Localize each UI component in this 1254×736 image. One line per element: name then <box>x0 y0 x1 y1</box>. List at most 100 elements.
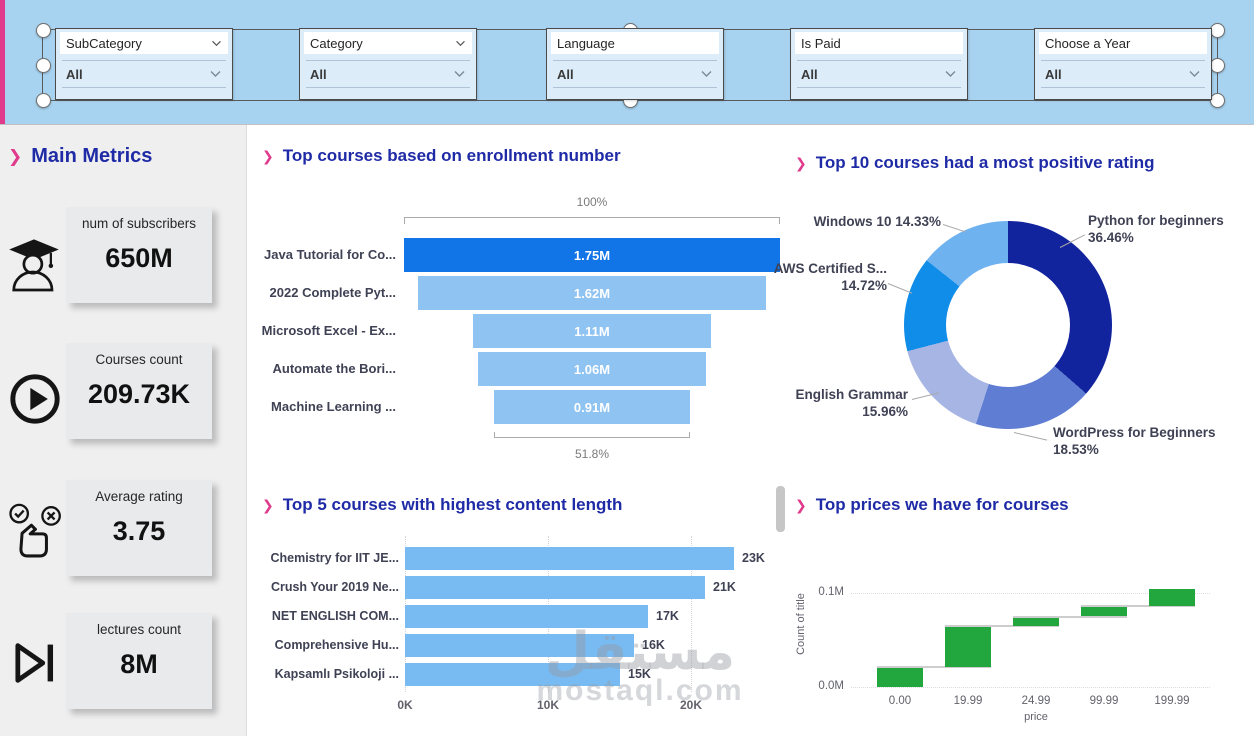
funnel-category-label: Java Tutorial for Co... <box>264 247 396 262</box>
slicer-header-dropdown[interactable]: Language <box>551 32 719 54</box>
metric-value: 8M <box>120 648 158 679</box>
slicer-selected-value: All <box>310 66 327 82</box>
donut-label-line: English Grammar <box>795 387 908 402</box>
waterfall-connector <box>877 666 991 668</box>
metric-value: 3.75 <box>112 515 166 546</box>
title-chevron-icon: ❯ <box>795 154 807 171</box>
bar-category-label: Chemistry for IIT JE... <box>270 551 399 565</box>
x-tick-label: 10K <box>536 698 560 712</box>
bar-value-label: 21K <box>713 580 736 594</box>
donut-slice-label: Windows 10 14.33% <box>771 213 941 230</box>
chevron-down-icon <box>701 71 712 77</box>
metric-label: Average rating <box>95 489 183 504</box>
prices-chart-title: ❯ Top prices we have for courses <box>795 495 1069 514</box>
waterfall-bar[interactable] <box>1081 606 1127 616</box>
waterfall-connector <box>1013 616 1127 618</box>
donut-chart[interactable] <box>904 221 1112 429</box>
slicer-choose-a-year: Choose a Year All <box>1034 28 1212 100</box>
slicer-field-label: Language <box>557 35 615 51</box>
bar[interactable] <box>405 663 620 686</box>
slicer-field-label: Choose a Year <box>1045 35 1131 51</box>
bar-value-label: 16K <box>642 638 665 652</box>
title-chevron-icon: ❯ <box>262 496 274 513</box>
bar[interactable] <box>405 634 634 657</box>
metric-value: 650M <box>105 242 173 273</box>
slicer-selected-value: All <box>1045 66 1062 82</box>
slicer-value-dropdown[interactable]: All <box>306 60 470 88</box>
waterfall-connector <box>945 625 1059 627</box>
metric-card: Courses count 209.73K <box>66 343 212 439</box>
funnel-end-percent: 51.8% <box>574 447 610 461</box>
funnel-bar[interactable]: 1.11M <box>473 314 711 348</box>
donut-label-line: 36.46% <box>1088 230 1134 245</box>
metric-label: num of subscribers <box>81 216 197 231</box>
selection-handle[interactable] <box>35 22 51 38</box>
y-tick-label: 0.0M <box>818 680 844 692</box>
selection-handle[interactable] <box>1209 92 1225 108</box>
bar[interactable] <box>405 605 648 628</box>
slicer-value-dropdown[interactable]: All <box>1041 60 1205 88</box>
waterfall-bar[interactable] <box>1149 589 1195 606</box>
slicer-value-dropdown[interactable]: All <box>62 60 226 88</box>
donut-slice-label: Python for beginners 36.46% <box>1088 212 1254 246</box>
y-tick-label: 0.1M <box>818 586 844 598</box>
donut-slice-label: English Grammar 15.96% <box>768 386 908 420</box>
chevron-down-icon <box>454 71 465 77</box>
chevron-down-icon <box>212 40 221 46</box>
gridline <box>851 687 1210 688</box>
funnel-start-percent: 100% <box>576 195 608 209</box>
funnel-category-label: 2022 Complete Pyt... <box>269 285 396 300</box>
slicer-value-dropdown[interactable]: All <box>553 60 717 88</box>
selection-handle[interactable] <box>35 57 51 73</box>
slicer-header-dropdown[interactable]: SubCategory <box>60 32 228 54</box>
x-tick-label: 199.99 <box>1154 695 1190 707</box>
bar-category-label: NET ENGLISH COM... <box>271 609 399 623</box>
metric-card: lectures count 8M <box>66 613 212 709</box>
waterfall-bar[interactable] <box>1013 617 1059 626</box>
slicer-field-label: SubCategory <box>66 35 142 51</box>
scrollbar-thumb[interactable] <box>776 486 785 532</box>
x-tick-label: 20K <box>679 698 703 712</box>
slicer-header-dropdown[interactable]: Category <box>304 32 472 54</box>
donut-label-line: AWS Certified S... <box>773 261 887 276</box>
metric-card: Average rating 3.75 <box>66 480 212 576</box>
waterfall-bar[interactable] <box>945 626 991 667</box>
donut-label-line: WordPress for Beginners <box>1053 425 1216 440</box>
slicer-language: Language All <box>546 28 724 100</box>
slicer-selected-value: All <box>557 66 574 82</box>
funnel-bar-value: 1.11M <box>574 323 610 339</box>
funnel-bar[interactable]: 0.91M <box>494 390 690 424</box>
metric-label: Courses count <box>95 352 183 367</box>
chevron-down-icon <box>210 71 221 77</box>
accent-bar <box>0 0 5 124</box>
bar[interactable] <box>405 547 734 570</box>
metrics-title-text: Main Metrics <box>31 145 153 167</box>
chevron-down-icon <box>945 71 956 77</box>
x-tick-label: 99.99 <box>1089 695 1119 707</box>
slicer-header-dropdown[interactable]: Choose a Year <box>1039 32 1207 54</box>
slicer-value-dropdown[interactable]: All <box>797 60 961 88</box>
slicer-header-dropdown[interactable]: Is Paid <box>795 32 963 54</box>
funnel-bar[interactable]: 1.75M <box>404 238 780 272</box>
bar-category-label: Kapsamlı Psikoloji ... <box>274 667 399 681</box>
metrics-panel: ❯ Main Metrics num of subscribers 650M Co… <box>0 125 247 736</box>
funnel-bar[interactable]: 1.62M <box>418 276 766 310</box>
donut-label-line: 15.96% <box>862 404 908 419</box>
donut-label-line: Python for beginners <box>1088 213 1224 228</box>
prices-x-axis-title: price <box>1024 711 1048 723</box>
label-leader-line <box>887 283 913 294</box>
donut-label-line: Windows 10 14.33% <box>813 214 941 229</box>
title-chevron-icon: ❯ <box>8 146 23 166</box>
x-tick-label: 19.99 <box>953 695 983 707</box>
metric-label: lectures count <box>96 622 182 637</box>
slicer-category: Category All <box>299 28 477 100</box>
funnel-bar[interactable]: 1.06M <box>478 352 706 386</box>
bar[interactable] <box>405 576 705 599</box>
title-chevron-icon: ❯ <box>795 496 807 513</box>
donut-chart-title: ❯ Top 10 courses had a most positive rat… <box>795 153 1155 172</box>
x-tick-label: 0.00 <box>888 695 912 707</box>
waterfall-bar[interactable] <box>877 667 923 687</box>
selection-handle[interactable] <box>35 92 51 108</box>
funnel-bar-value: 1.06M <box>573 361 611 377</box>
